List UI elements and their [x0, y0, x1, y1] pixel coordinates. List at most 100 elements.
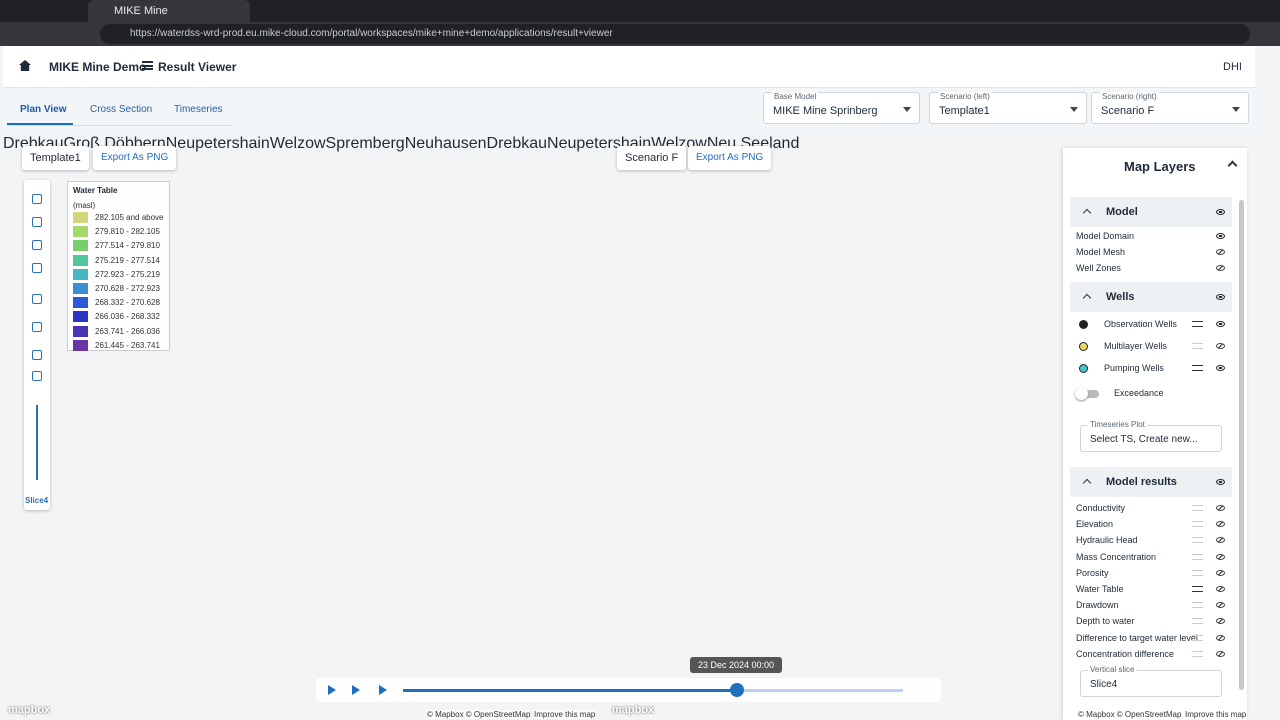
attribution-link[interactable]: Improve this map: [534, 710, 596, 719]
filter-icon[interactable]: [1192, 537, 1203, 544]
timeline-button[interactable]: [328, 685, 336, 695]
layer-item: Drawdown: [1076, 600, 1119, 611]
tool-button[interactable]: [32, 350, 42, 360]
visibility-toggle[interactable]: [1216, 553, 1225, 560]
layer-item: Porosity: [1076, 567, 1109, 578]
mapbox-logo: mapbox: [612, 704, 655, 716]
tool-button[interactable]: [32, 217, 42, 227]
toggle-knob: [1075, 387, 1088, 400]
visibility-toggle[interactable]: [1216, 602, 1225, 609]
select[interactable]: Base Model MIKE Mine Sprinberg: [763, 92, 920, 124]
attribution: © Mapbox © OpenStreetMap: [427, 710, 531, 719]
filter-icon[interactable]: [1192, 650, 1203, 657]
place-label: Neuhausen: [404, 135, 487, 152]
layer-item: Observation Wells: [1104, 319, 1177, 329]
place-label: Neupetershain: [165, 135, 270, 152]
view-tab[interactable]: Plan View: [20, 104, 67, 115]
visibility-toggle[interactable]: [1216, 265, 1225, 271]
tab-rule: [7, 125, 231, 126]
filter-icon[interactable]: [1192, 602, 1203, 609]
layer-item: Hydraulic Head: [1076, 535, 1138, 546]
menu-icon[interactable]: [142, 61, 153, 70]
home-icon[interactable]: [19, 60, 31, 71]
app-header: MIKE Mine Demo Result Viewer DHI: [3, 46, 1255, 88]
visibility-toggle[interactable]: [1216, 365, 1225, 371]
map-toolbar: Slice4: [24, 180, 50, 510]
slice-slider[interactable]: [36, 405, 38, 480]
tool-button[interactable]: [32, 194, 42, 204]
select-label: Base Model: [772, 92, 819, 101]
filter-icon[interactable]: [1192, 505, 1203, 511]
filter-icon[interactable]: [1192, 365, 1203, 371]
visibility-toggle[interactable]: [1216, 521, 1225, 528]
tool-button[interactable]: [32, 294, 42, 304]
legend-swatch: [73, 339, 88, 351]
scenario-chip[interactable]: Template1: [22, 146, 89, 170]
select-label: Scenario (left): [938, 92, 992, 101]
toggle-switch[interactable]: [1077, 390, 1099, 398]
view-tab[interactable]: Timeseries: [174, 104, 223, 115]
filter-icon[interactable]: [1192, 521, 1203, 528]
layer-item: Water Table: [1076, 584, 1124, 594]
legend-swatch: [73, 297, 88, 309]
timeline-thumb[interactable]: [730, 683, 744, 697]
filter-icon[interactable]: [1192, 586, 1203, 592]
tab-underline: [7, 123, 73, 125]
visibility-toggle[interactable]: [1216, 650, 1225, 657]
tool-button[interactable]: [32, 322, 42, 332]
select[interactable]: Scenario (right) Scenario F: [1091, 92, 1249, 124]
legend-swatch: [73, 254, 88, 266]
visibility-toggle[interactable]: [1216, 249, 1225, 255]
tool-button[interactable]: [32, 240, 42, 250]
ts-select[interactable]: Timeseries Plot Select TS, Create new...: [1080, 420, 1222, 452]
slice-select[interactable]: Vertical slice Slice4: [1080, 665, 1222, 697]
visibility-toggle[interactable]: [1216, 586, 1225, 592]
filter-icon[interactable]: [1192, 569, 1203, 576]
select[interactable]: Scenario (left) Template1: [929, 92, 1087, 124]
well-icon: [1079, 364, 1088, 373]
legend-label: 272.923 - 275.219: [95, 269, 160, 279]
visibility-toggle[interactable]: [1216, 294, 1225, 300]
view-tab[interactable]: Cross Section: [90, 104, 153, 115]
filter-icon[interactable]: [1192, 618, 1203, 625]
filter-icon[interactable]: [1192, 634, 1203, 641]
group-header[interactable]: Wells: [1070, 282, 1232, 312]
tool-button[interactable]: [32, 263, 42, 273]
tool-button[interactable]: [32, 371, 42, 381]
address-bar[interactable]: https://waterdss-wrd-prod.eu.mike-cloud.…: [100, 24, 1250, 44]
legend-title: Water Table: [73, 186, 118, 195]
filter-icon[interactable]: [1192, 553, 1203, 560]
export-button[interactable]: Export As PNG: [93, 146, 177, 170]
visibility-toggle[interactable]: [1216, 618, 1225, 625]
visibility-toggle[interactable]: [1216, 233, 1225, 239]
group-header[interactable]: Model: [1070, 197, 1232, 227]
export-button[interactable]: Export As PNG: [688, 146, 772, 170]
visibility-toggle[interactable]: [1216, 209, 1225, 215]
org-name[interactable]: DHI: [1223, 61, 1242, 73]
page-name[interactable]: Result Viewer: [158, 60, 237, 74]
layer-item: Difference to target water level: [1076, 632, 1198, 643]
layer-item: Multilayer Wells: [1104, 341, 1167, 351]
timeline-button[interactable]: [379, 685, 387, 695]
group-header[interactable]: Model results: [1070, 467, 1232, 497]
filter-icon[interactable]: [1192, 343, 1203, 349]
visibility-toggle[interactable]: [1216, 479, 1225, 485]
visibility-toggle[interactable]: [1216, 569, 1225, 576]
well-icon: [1079, 342, 1088, 351]
legend-label: 270.628 - 272.923: [95, 284, 160, 293]
map-area: DrebkauGroß DöbbernNeupetershainWelzowSp…: [3, 135, 1255, 720]
filter-icon[interactable]: [1192, 321, 1203, 327]
visibility-toggle[interactable]: [1216, 343, 1225, 349]
panel-collapse[interactable]: [1227, 160, 1238, 171]
visibility-toggle[interactable]: [1216, 321, 1225, 327]
legend-swatch: [73, 212, 88, 223]
visibility-toggle[interactable]: [1216, 505, 1225, 511]
legend-label: 275.219 - 277.514: [95, 255, 160, 265]
visibility-toggle[interactable]: [1216, 537, 1225, 544]
attribution-link[interactable]: Improve this map: [1185, 710, 1247, 719]
timeline-button[interactable]: [352, 685, 360, 695]
browser-tab[interactable]: MIKE Mine: [88, 0, 250, 22]
scenario-chip[interactable]: Scenario F: [617, 146, 687, 170]
visibility-toggle[interactable]: [1216, 634, 1225, 641]
layer-item: Elevation: [1076, 519, 1114, 530]
